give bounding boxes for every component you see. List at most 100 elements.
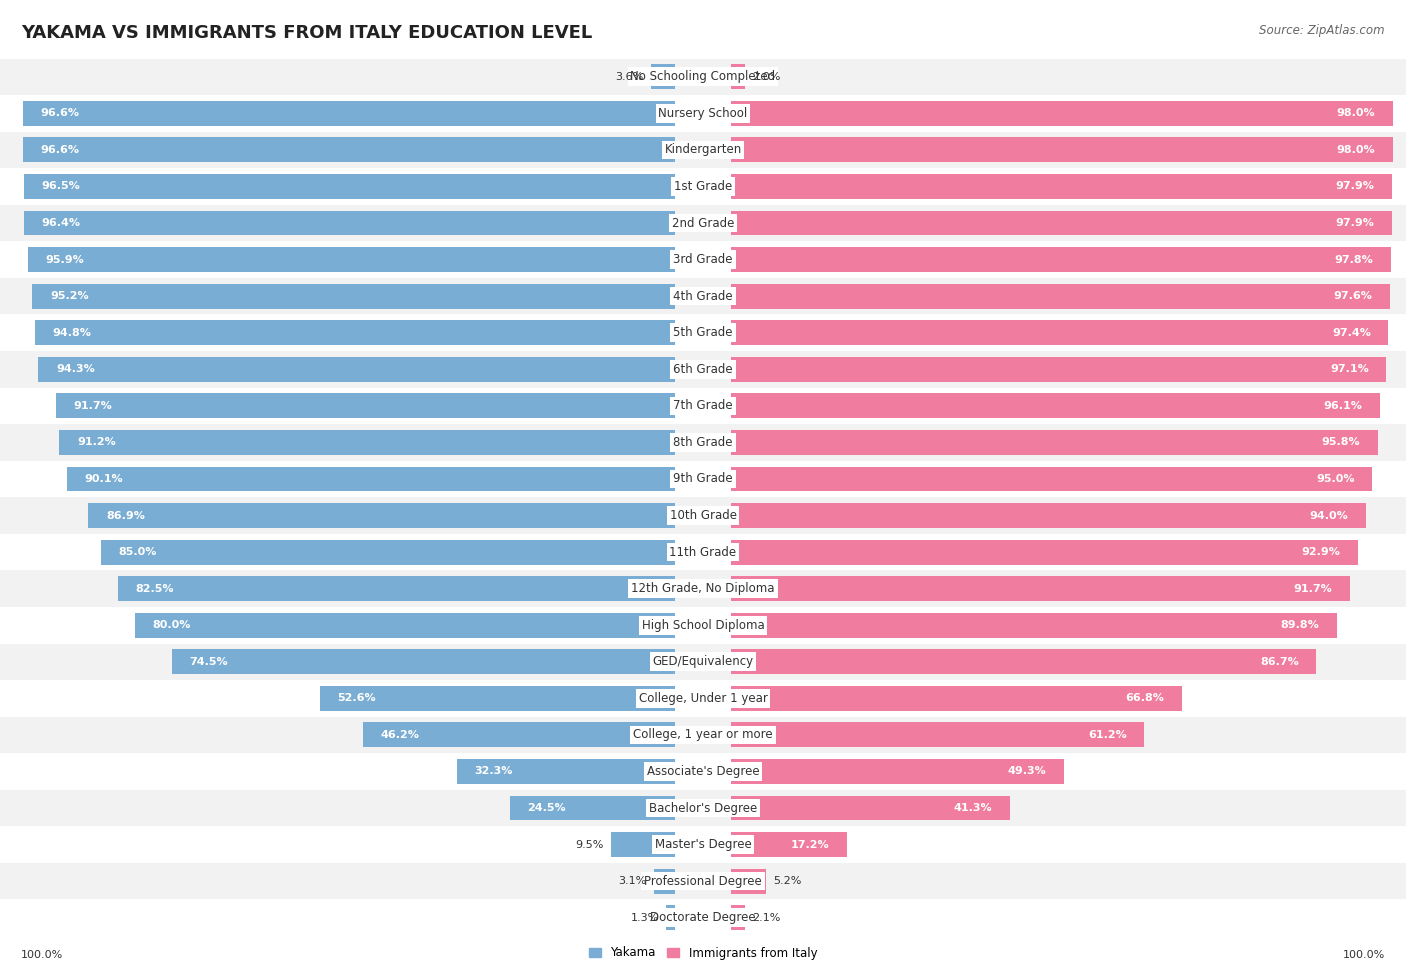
Text: 3.6%: 3.6% <box>616 72 644 82</box>
Bar <box>731 612 1337 638</box>
Bar <box>67 466 675 491</box>
Bar <box>101 540 675 565</box>
Bar <box>731 248 1391 272</box>
Bar <box>28 248 675 272</box>
Bar <box>731 357 1386 381</box>
Bar <box>731 649 1316 675</box>
Bar <box>0 461 1406 497</box>
Text: 2.1%: 2.1% <box>752 913 780 922</box>
Bar <box>363 722 675 747</box>
Text: 94.8%: 94.8% <box>52 328 91 337</box>
Text: 97.1%: 97.1% <box>1330 365 1369 374</box>
Bar <box>0 570 1406 606</box>
Bar <box>321 686 675 711</box>
Text: 17.2%: 17.2% <box>792 839 830 849</box>
Bar <box>610 833 675 857</box>
Text: 100.0%: 100.0% <box>21 951 63 960</box>
Bar <box>0 827 1406 863</box>
Text: 1st Grade: 1st Grade <box>673 180 733 193</box>
Bar <box>651 64 675 90</box>
Bar <box>0 278 1406 314</box>
Text: College, Under 1 year: College, Under 1 year <box>638 692 768 705</box>
Text: 97.6%: 97.6% <box>1333 292 1372 301</box>
Bar <box>731 503 1365 528</box>
Text: 41.3%: 41.3% <box>953 803 993 813</box>
Bar <box>731 64 745 90</box>
Text: 66.8%: 66.8% <box>1125 693 1164 703</box>
Text: 61.2%: 61.2% <box>1088 730 1126 740</box>
Text: GED/Equivalency: GED/Equivalency <box>652 655 754 668</box>
Text: 46.2%: 46.2% <box>381 730 419 740</box>
Bar <box>118 576 675 601</box>
Text: Bachelor's Degree: Bachelor's Degree <box>650 801 756 814</box>
Text: 86.9%: 86.9% <box>105 511 145 521</box>
Bar <box>0 717 1406 753</box>
Bar <box>0 205 1406 242</box>
Bar <box>731 722 1144 747</box>
Text: 1.3%: 1.3% <box>631 913 659 922</box>
Bar <box>731 796 1010 820</box>
Text: 95.8%: 95.8% <box>1322 438 1360 448</box>
Bar <box>0 314 1406 351</box>
Bar <box>0 168 1406 205</box>
Bar <box>654 869 675 893</box>
Bar <box>0 497 1406 534</box>
Text: 49.3%: 49.3% <box>1008 766 1046 776</box>
Bar <box>24 211 675 235</box>
Text: 95.2%: 95.2% <box>51 292 89 301</box>
Text: 96.4%: 96.4% <box>42 218 82 228</box>
Text: Doctorate Degree: Doctorate Degree <box>650 912 756 924</box>
Bar <box>457 759 675 784</box>
Text: 9th Grade: 9th Grade <box>673 473 733 486</box>
Text: 95.0%: 95.0% <box>1316 474 1355 484</box>
Bar <box>22 137 675 162</box>
Bar <box>56 393 675 418</box>
Text: 2nd Grade: 2nd Grade <box>672 216 734 229</box>
Text: 91.7%: 91.7% <box>1294 584 1333 594</box>
Bar <box>0 58 1406 96</box>
Bar <box>731 393 1379 418</box>
Bar <box>731 869 766 893</box>
Bar <box>731 211 1392 235</box>
Text: 24.5%: 24.5% <box>527 803 565 813</box>
Text: 94.3%: 94.3% <box>56 365 94 374</box>
Text: 97.9%: 97.9% <box>1336 181 1374 191</box>
Bar <box>0 534 1406 570</box>
Text: 5.2%: 5.2% <box>773 877 801 886</box>
Text: 97.9%: 97.9% <box>1336 218 1374 228</box>
Bar <box>731 101 1392 126</box>
Bar <box>0 644 1406 681</box>
Bar <box>35 320 675 345</box>
Bar <box>731 576 1350 601</box>
Bar <box>0 863 1406 899</box>
Text: Kindergarten: Kindergarten <box>665 143 741 156</box>
Bar <box>666 905 675 930</box>
Bar <box>135 612 675 638</box>
Bar <box>0 387 1406 424</box>
Text: 97.4%: 97.4% <box>1331 328 1371 337</box>
Text: 52.6%: 52.6% <box>337 693 375 703</box>
Text: 82.5%: 82.5% <box>135 584 174 594</box>
Text: Nursery School: Nursery School <box>658 107 748 120</box>
Bar <box>0 606 1406 644</box>
Text: Master's Degree: Master's Degree <box>655 838 751 851</box>
Text: 10th Grade: 10th Grade <box>669 509 737 522</box>
Text: Source: ZipAtlas.com: Source: ZipAtlas.com <box>1260 24 1385 37</box>
Bar <box>0 899 1406 936</box>
Text: 5th Grade: 5th Grade <box>673 327 733 339</box>
Text: 2.0%: 2.0% <box>752 72 780 82</box>
Text: 86.7%: 86.7% <box>1260 657 1299 667</box>
Text: 96.6%: 96.6% <box>41 145 80 155</box>
Bar <box>24 174 675 199</box>
Bar <box>731 905 745 930</box>
Bar <box>0 96 1406 132</box>
Text: 92.9%: 92.9% <box>1302 547 1340 557</box>
Text: Associate's Degree: Associate's Degree <box>647 765 759 778</box>
Bar <box>0 753 1406 790</box>
Text: 6th Grade: 6th Grade <box>673 363 733 375</box>
Text: 4th Grade: 4th Grade <box>673 290 733 302</box>
Bar <box>731 174 1392 199</box>
Text: No Schooling Completed: No Schooling Completed <box>630 70 776 83</box>
Bar <box>509 796 675 820</box>
Text: 74.5%: 74.5% <box>190 657 228 667</box>
